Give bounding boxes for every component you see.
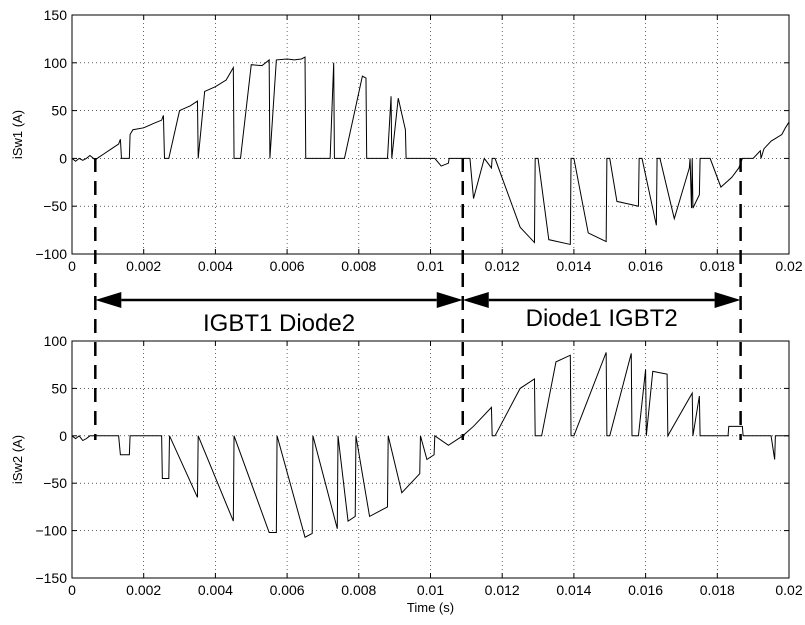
x-tick-label: 0.002 bbox=[126, 258, 161, 274]
y-tick-label: 100 bbox=[44, 55, 68, 71]
top-plot-frame bbox=[71, 14, 790, 255]
y-tick-label: −150 bbox=[35, 570, 67, 586]
bottom-y-axis-label: iSw2 (A) bbox=[10, 435, 25, 484]
y-tick-label: −50 bbox=[43, 198, 67, 214]
x-tick-label: 0.006 bbox=[270, 582, 305, 598]
x-tick-label: 0.012 bbox=[485, 258, 520, 274]
y-tick-label: −50 bbox=[43, 475, 67, 491]
bottom-plot: 0 0.002 0.004 0.006 0.008 0.01 0.012 0.014 0.016… bbox=[10, 333, 803, 615]
x-tick-label: 0.004 bbox=[198, 582, 233, 598]
x-tick-label: 0.02 bbox=[775, 582, 802, 598]
x-tick-label: 0.018 bbox=[700, 258, 735, 274]
bottom-ticks: 0 0.002 0.004 0.006 0.008 0.01 0.012 0.014 0.016… bbox=[35, 333, 802, 598]
x-tick-label: 0.006 bbox=[270, 258, 305, 274]
y-tick-label: 150 bbox=[44, 7, 68, 23]
y-tick-label: 50 bbox=[51, 380, 67, 396]
top-grid bbox=[72, 15, 789, 254]
x-tick-label: 0 bbox=[68, 582, 76, 598]
x-tick-label: 0.01 bbox=[417, 258, 444, 274]
region-annotations: IGBT1 Diode2 Diode1 IGBT2 bbox=[94, 158, 742, 440]
bottom-series-line bbox=[71, 352, 789, 538]
y-tick-label: 0 bbox=[59, 428, 67, 444]
top-ticks: 0 0.002 0.004 0.006 0.008 0.01 0.012 0.014 0.016… bbox=[35, 7, 802, 274]
top-plot: 0 0.002 0.004 0.006 0.008 0.01 0.012 0.014 0.016… bbox=[10, 7, 803, 274]
x-tick-label: 0 bbox=[68, 258, 76, 274]
y-tick-label: 0 bbox=[59, 150, 67, 166]
y-tick-label: −100 bbox=[35, 246, 67, 262]
x-tick-label: 0.01 bbox=[417, 582, 444, 598]
y-tick-label: 100 bbox=[44, 333, 68, 349]
x-tick-label: 0.008 bbox=[341, 258, 376, 274]
region2-arrow-right-head bbox=[714, 292, 741, 308]
region2-label: Diode1 IGBT2 bbox=[526, 305, 678, 332]
top-series-line bbox=[71, 56, 790, 246]
bottom-x-axis-label: Time (s) bbox=[407, 600, 454, 615]
x-tick-label: 0.014 bbox=[556, 582, 591, 598]
y-tick-label: 50 bbox=[51, 103, 67, 119]
region1-arrow-right-head bbox=[436, 292, 463, 308]
region2-arrow-left-head bbox=[462, 292, 489, 308]
bottom-grid bbox=[72, 341, 789, 578]
x-tick-label: 0.008 bbox=[341, 582, 376, 598]
x-tick-label: 0.002 bbox=[126, 582, 161, 598]
bottom-plot-frame bbox=[71, 340, 790, 579]
x-tick-label: 0.02 bbox=[775, 258, 802, 274]
x-tick-label: 0.016 bbox=[628, 258, 663, 274]
region1-arrow-left-head bbox=[95, 292, 122, 308]
x-tick-label: 0.012 bbox=[485, 582, 520, 598]
top-y-axis-label: iSw1 (A) bbox=[10, 110, 25, 159]
x-tick-label: 0.018 bbox=[700, 582, 735, 598]
region1-label: IGBT1 Diode2 bbox=[203, 310, 355, 337]
x-tick-label: 0.016 bbox=[628, 582, 663, 598]
x-tick-label: 0.014 bbox=[556, 258, 591, 274]
y-tick-label: −100 bbox=[35, 523, 67, 539]
x-tick-label: 0.004 bbox=[198, 258, 233, 274]
